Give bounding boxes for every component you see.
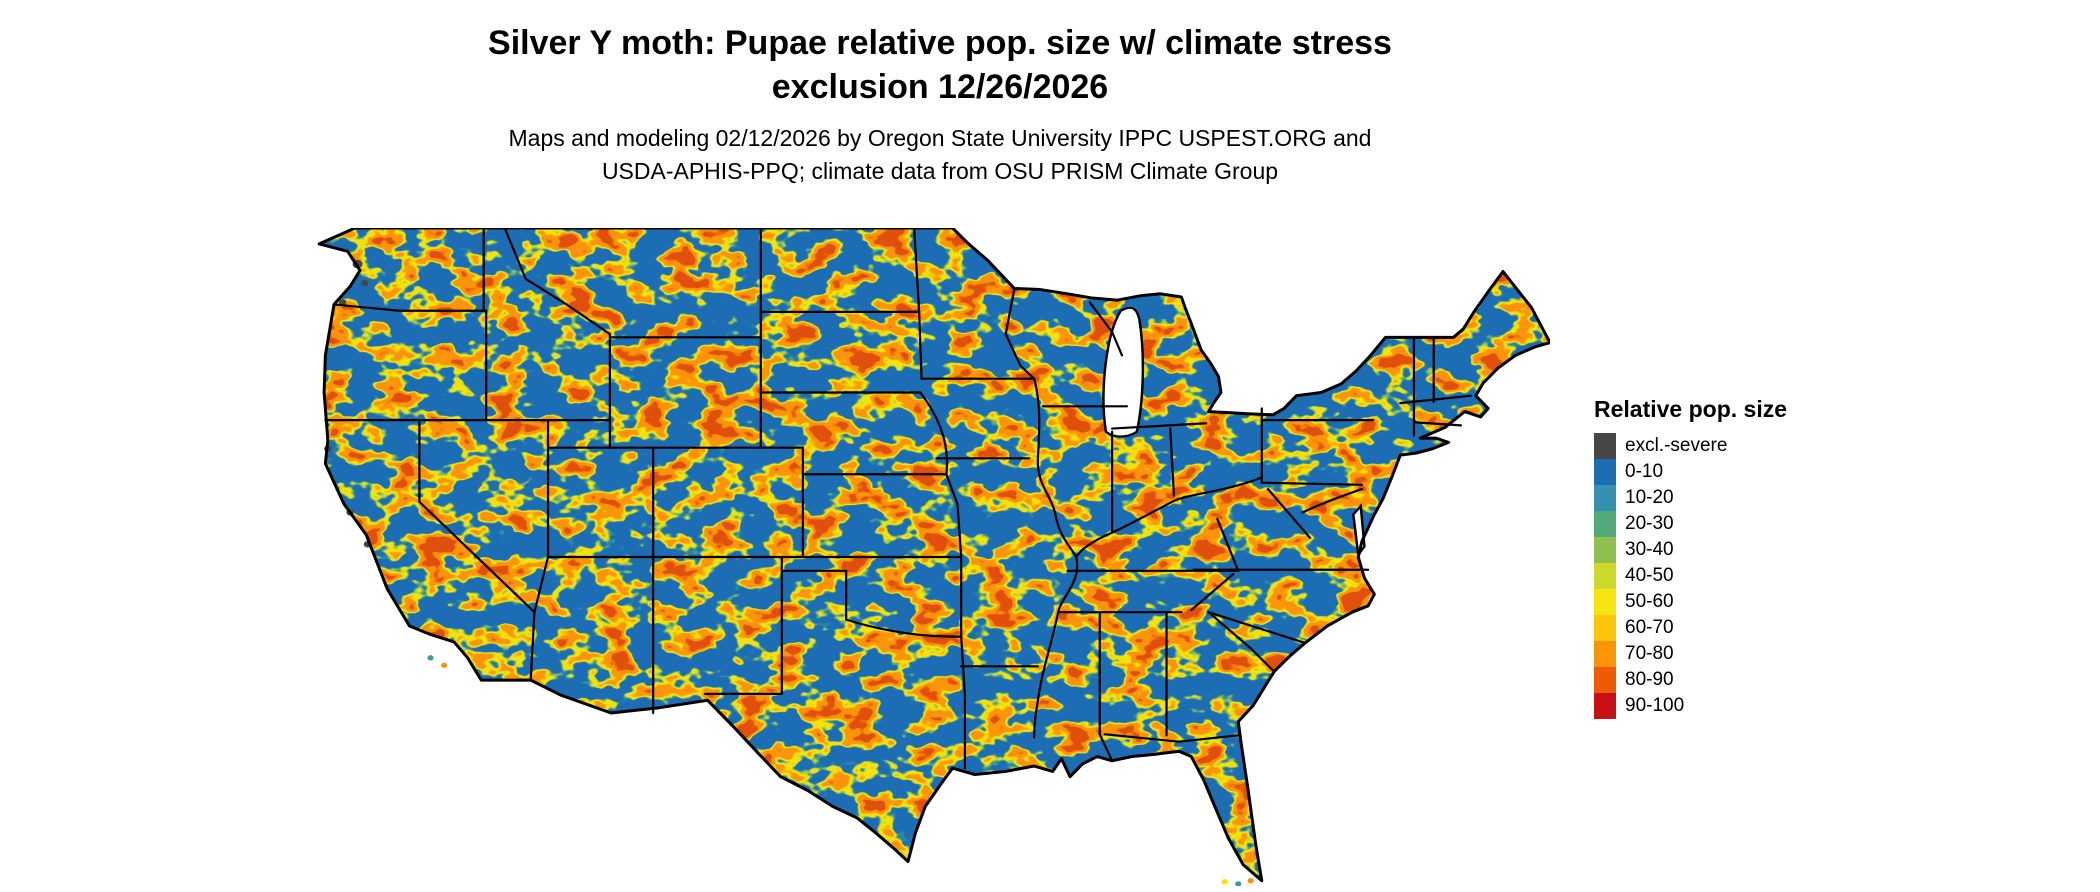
legend-entry: 10-20	[1594, 485, 1834, 511]
lake-michigan	[1102, 306, 1145, 438]
us-outline	[319, 228, 1550, 881]
legend-swatch	[1594, 615, 1616, 641]
legend-swatch	[1594, 459, 1616, 485]
legend-entry-label: excl.-severe	[1625, 435, 1728, 456]
title-line-1: Silver Y moth: Pupae relative pop. size …	[488, 24, 1392, 62]
legend-swatch	[1594, 563, 1616, 589]
legend-entry: 50-60	[1594, 589, 1834, 615]
legend-swatch	[1594, 693, 1616, 719]
legend-entry-label: 70-80	[1625, 643, 1674, 664]
legend-entry-label: 50-60	[1625, 591, 1674, 612]
legend-entry: 30-40	[1594, 537, 1834, 563]
offshore-islands	[427, 655, 1254, 886]
title-line-2: exclusion 12/26/2026	[771, 67, 1109, 106]
legend-swatch	[1594, 589, 1616, 615]
legend-entry-label: 0-10	[1625, 461, 1664, 482]
legend-entry: 90-100	[1594, 693, 1834, 719]
legend-entry: 60-70	[1594, 615, 1834, 641]
legend-swatch	[1594, 433, 1616, 459]
legend-entry: 40-50	[1594, 563, 1834, 589]
legend-entry-label: 60-70	[1625, 617, 1674, 638]
us-map-svg	[313, 228, 1550, 886]
legend-swatch	[1594, 485, 1616, 511]
legend-entry-label: 30-40	[1625, 539, 1674, 560]
legend-entry: 0-10	[1594, 459, 1834, 485]
legend-entry: 70-80	[1594, 641, 1834, 667]
legend-swatch	[1594, 511, 1616, 537]
map-legend: Relative pop. size excl.-severe 0-10 10-20…	[1594, 396, 1834, 719]
legend-entry-label: 80-90	[1625, 669, 1674, 690]
legend-entry: 20-30	[1594, 511, 1834, 537]
page-title: Silver Y moth: Pupae relative pop. size …	[340, 22, 1540, 109]
legend-swatch	[1594, 537, 1616, 563]
legend-entry-label: 10-20	[1625, 487, 1674, 508]
legend-entry: 80-90	[1594, 667, 1834, 693]
legend-entry-label: 90-100	[1625, 695, 1685, 716]
legend-entry-label: 20-30	[1625, 513, 1674, 534]
subtitle-line-2: USDA-APHIS-PPQ; climate data from OSU PR…	[601, 158, 1279, 185]
legend-swatch	[1594, 667, 1616, 693]
legend-title: Relative pop. size	[1594, 396, 1788, 422]
subtitle-line-1: Maps and modeling 02/12/2026 by Oregon S…	[508, 125, 1372, 151]
legend-entries: excl.-severe 0-10 10-20 20-30 30-40 40-50 50-6…	[1594, 433, 1834, 719]
legend-entry-label: 40-50	[1625, 565, 1674, 586]
page-subtitle: Maps and modeling 02/12/2026 by Oregon S…	[340, 122, 1540, 189]
state-borders	[325, 228, 1470, 768]
legend-swatch	[1594, 641, 1616, 667]
legend-entry: excl.-severe	[1594, 433, 1834, 459]
us-population-map	[313, 228, 1550, 886]
